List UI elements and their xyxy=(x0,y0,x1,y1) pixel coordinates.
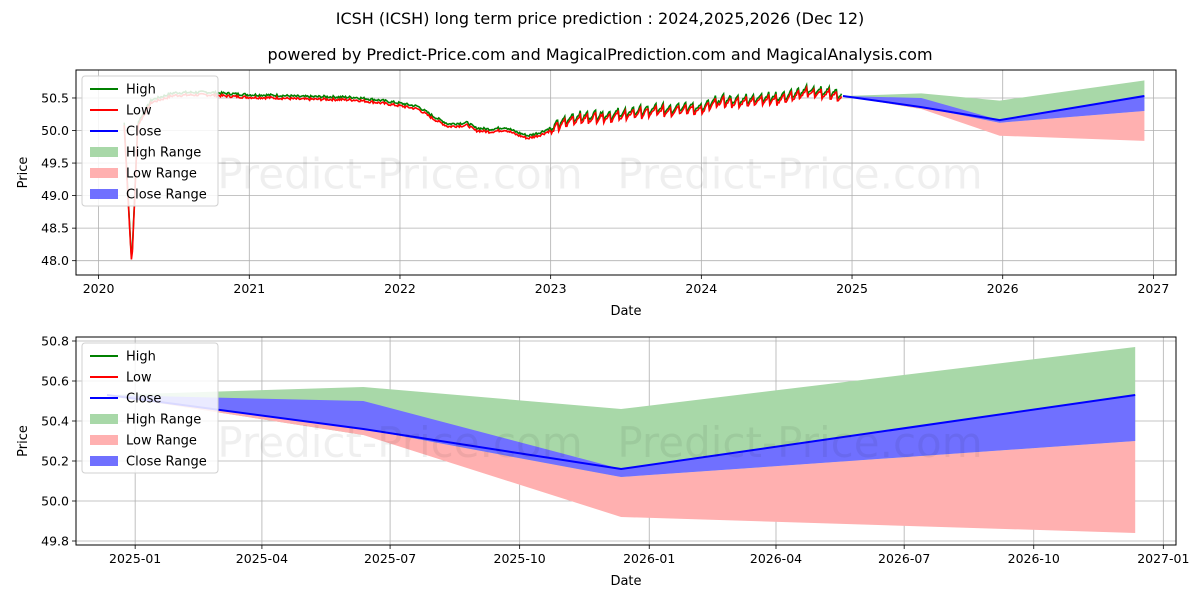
legend-swatch xyxy=(90,456,118,466)
y-tick-label: 50.0 xyxy=(41,123,69,138)
x-tick-label: 2025-07 xyxy=(364,551,416,566)
legend-swatch xyxy=(90,168,118,178)
legend-swatch xyxy=(90,435,118,445)
x-tick-label: 2023 xyxy=(535,281,567,296)
legend-label: Low Range xyxy=(126,434,197,449)
close-forecast-line xyxy=(842,95,1145,122)
watermark: Predict-Price.com xyxy=(217,150,582,199)
legend-label: High xyxy=(126,350,156,365)
panel-1 xyxy=(72,69,1177,279)
panel-2 xyxy=(72,336,1177,549)
close-range-band xyxy=(107,395,1136,477)
x-tick-label: 2025-01 xyxy=(109,551,161,566)
close-forecast-line xyxy=(106,394,1136,471)
low-series-line xyxy=(123,84,843,260)
chart-title: ICSH (ICSH) long term price prediction :… xyxy=(335,9,865,28)
legend-label: Close Range xyxy=(126,188,207,203)
y-tick-label: 48.5 xyxy=(41,221,69,236)
close-range-band xyxy=(843,96,1145,123)
x-tick-label: 2021 xyxy=(233,281,265,296)
legend-swatch xyxy=(90,147,118,157)
y-tick-label: 50.5 xyxy=(41,90,69,105)
y-axis-label: Price xyxy=(16,425,31,457)
x-tick-label: 2024 xyxy=(685,281,717,296)
legend-label: Low Range xyxy=(126,167,197,182)
x-tick-label: 2026-01 xyxy=(623,551,675,566)
high-series-line xyxy=(123,82,843,257)
legend-label: Low xyxy=(126,371,152,386)
x-tick-label: 2027 xyxy=(1137,281,1169,296)
x-tick-label: 2026-07 xyxy=(878,551,930,566)
x-tick-label: 2026-04 xyxy=(750,551,802,566)
x-tick-label: 2027-01 xyxy=(1137,551,1189,566)
chart-subtitle: powered by Predict-Price.com and Magical… xyxy=(267,45,933,64)
y-tick-label: 50.4 xyxy=(41,414,69,429)
plot-frame xyxy=(75,336,1177,546)
x-axis-label: Date xyxy=(610,304,641,319)
y-tick-label: 48.0 xyxy=(41,253,69,268)
x-tick-label: 2025 xyxy=(836,281,868,296)
x-tick-label: 2026 xyxy=(987,281,1019,296)
y-tick-label: 49.0 xyxy=(41,188,69,203)
x-tick-label: 2025-10 xyxy=(494,551,546,566)
legend-label: High Range xyxy=(126,146,201,161)
y-tick-label: 49.8 xyxy=(41,534,69,549)
y-axis-label: Price xyxy=(16,157,31,189)
y-tick-label: 50.2 xyxy=(41,454,69,469)
watermark: Predict-Price.com xyxy=(617,418,982,467)
y-tick-label: 50.0 xyxy=(41,494,69,509)
x-tick-label: 2026-10 xyxy=(1008,551,1060,566)
legend-swatch xyxy=(90,189,118,199)
y-tick-label: 50.6 xyxy=(41,374,69,389)
plot-frame xyxy=(75,69,1177,276)
legend-label: High Range xyxy=(126,413,201,428)
legend-label: Low xyxy=(126,104,152,119)
x-axis-label: Date xyxy=(610,574,641,589)
legend-label: Close Range xyxy=(126,455,207,470)
legend-label: High xyxy=(126,83,156,98)
x-tick-label: 2022 xyxy=(384,281,416,296)
x-tick-label: 2020 xyxy=(83,281,115,296)
watermark: Predict-Price.com xyxy=(617,150,982,199)
watermark: Predict-Price.com xyxy=(217,418,582,467)
y-tick-label: 49.5 xyxy=(41,156,69,171)
legend-swatch xyxy=(90,414,118,424)
legend-label: Close xyxy=(126,392,161,407)
legend-label: Close xyxy=(126,125,161,140)
y-tick-label: 50.8 xyxy=(41,334,69,349)
x-tick-label: 2025-04 xyxy=(236,551,288,566)
